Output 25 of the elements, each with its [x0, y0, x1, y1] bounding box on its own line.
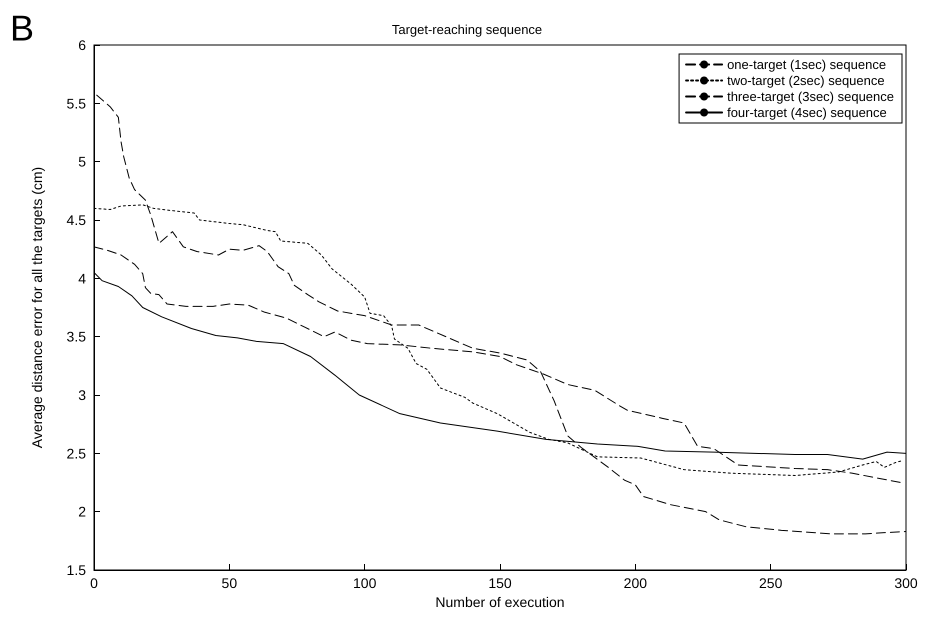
y-tick-label: 4	[78, 270, 86, 286]
y-tick-label: 2.5	[66, 445, 86, 462]
y-tick-label: 3	[78, 387, 86, 403]
y-axis-title: Average distance error for all the targets (cm)	[29, 166, 45, 448]
x-tick-label: 100	[352, 575, 377, 591]
x-tick-label: 0	[90, 575, 98, 591]
y-tick-label: 6	[78, 37, 86, 53]
text: B	[10, 8, 34, 48]
legend-label: four-target (4sec) sequence	[727, 105, 887, 120]
y-tick-label: 4.5	[66, 212, 86, 228]
x-tick-label: 150	[488, 575, 512, 591]
x-tick-label: 200	[624, 575, 648, 591]
y-tick-label: 5.5	[66, 95, 86, 112]
y-tick-label: 2	[78, 504, 86, 520]
y-tick-label: 1.5	[66, 562, 86, 578]
legend-label: three-target (3sec) sequence	[727, 89, 894, 104]
y-tick-label: 5	[78, 154, 86, 170]
x-axis-title: Number of execution	[435, 594, 565, 610]
x-tick-label: 300	[894, 575, 918, 591]
chart-title: Target-reaching sequence	[392, 22, 542, 37]
x-tick-label: 50	[222, 575, 238, 591]
legend-label: one-target (1sec) sequence	[727, 57, 886, 72]
y-tick-label: 3.5	[66, 328, 86, 345]
x-tick-label: 250	[758, 575, 783, 591]
legend-label: two-target (2sec) sequence	[727, 73, 885, 88]
